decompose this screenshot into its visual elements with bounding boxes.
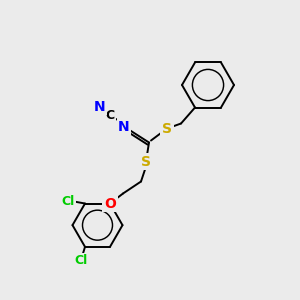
Text: O: O <box>104 196 116 211</box>
Text: Cl: Cl <box>74 254 88 267</box>
Text: N: N <box>118 119 130 134</box>
Text: Cl: Cl <box>61 195 75 208</box>
Text: S: S <box>141 154 151 169</box>
Text: N: N <box>94 100 106 113</box>
Text: S: S <box>162 122 172 136</box>
Text: C: C <box>105 109 115 122</box>
